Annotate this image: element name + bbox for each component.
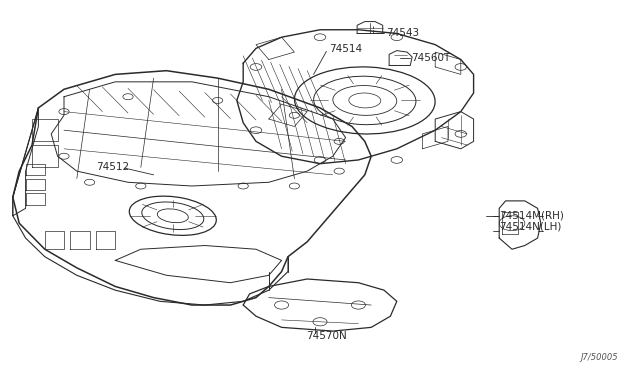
Text: 74514: 74514 bbox=[330, 44, 363, 54]
Text: 74512: 74512 bbox=[96, 162, 129, 171]
Text: 74543: 74543 bbox=[386, 28, 419, 38]
Text: 74570N: 74570N bbox=[306, 331, 347, 340]
Text: 74514M(RH): 74514M(RH) bbox=[499, 211, 564, 221]
Text: 74514N(LH): 74514N(LH) bbox=[499, 222, 561, 232]
Text: 74560T: 74560T bbox=[412, 54, 451, 63]
Text: J7/50005: J7/50005 bbox=[580, 353, 618, 362]
